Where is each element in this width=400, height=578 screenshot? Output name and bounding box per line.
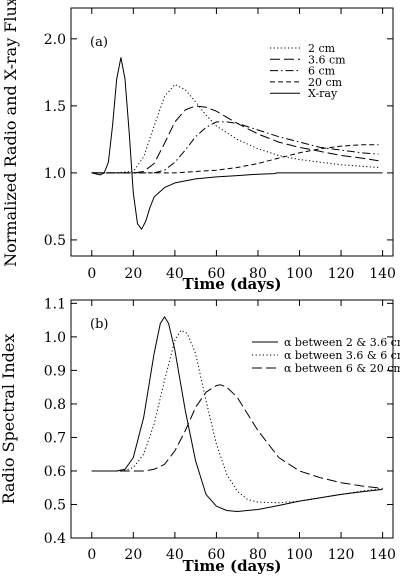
y-axis-title: Normalized Radio and X-ray Flux [1, 0, 20, 267]
series-line [91, 105, 379, 174]
x-tick-label: 140 [369, 266, 396, 282]
series-line [91, 316, 383, 512]
y-tick-label: 0.8 [44, 397, 66, 413]
x-tick-label: 100 [286, 266, 313, 282]
x-tick-label: 0 [87, 547, 96, 563]
y-tick-label: 1.1 [44, 296, 66, 312]
panel-label: (a) [90, 35, 108, 50]
y-tick-label: 0.6 [44, 464, 66, 480]
y-tick-label: 1.0 [44, 166, 66, 182]
plot-frame [70, 299, 394, 539]
series-line [91, 121, 379, 174]
legend-label: 2 cm [308, 42, 336, 55]
y-tick-label: 2.0 [44, 32, 66, 48]
x-tick-label: 80 [249, 266, 267, 282]
legend-label: 3.6 cm [308, 53, 346, 66]
y-tick-label: 1.0 [44, 330, 66, 346]
panel-label: (b) [90, 317, 108, 332]
x-tick-label: 60 [208, 266, 226, 282]
legend-label: 6 cm [308, 65, 336, 78]
y-tick-label: 0.9 [44, 363, 66, 379]
y-tick-label: 0.7 [44, 430, 66, 446]
panel-b: 0 20 40 60 80 100 120 140 0.4 0.5 0.6 0.7 0.8 0.9 1.0 1… [0, 296, 400, 575]
y-tick-label: 1.5 [44, 99, 66, 115]
x-tick-label: 80 [249, 547, 267, 563]
legend-label: α between 2 & 3.6 cm [284, 336, 400, 349]
y-axis-title: Radio Spectral Index [0, 334, 18, 505]
series-line [91, 83, 379, 174]
x-tick-label: 20 [124, 266, 142, 282]
y-tick-label: 0.4 [44, 531, 66, 547]
x-tick-label: 0 [87, 266, 96, 282]
x-tick-label: 20 [124, 547, 142, 563]
panel-a: 0 20 40 60 80 100 120 140 0.5 1.0 1.5 2.0 Normalized… [1, 0, 396, 293]
x-tick-label: 120 [328, 266, 355, 282]
x-axis-title: Time (days) [182, 557, 281, 575]
x-tick-label: 120 [328, 547, 355, 563]
series-line [91, 329, 383, 504]
x-tick-label: 40 [166, 547, 184, 563]
y-tick-label: 0.5 [44, 233, 66, 249]
plot-frame [70, 7, 394, 257]
series-line [91, 57, 383, 230]
legend-label: α between 6 & 20 cm [284, 362, 400, 375]
x-axis-title: Time (days) [182, 275, 281, 293]
legend-label: X-ray [308, 87, 338, 100]
series-line [91, 144, 379, 174]
y-tick-label: 0.5 [44, 497, 66, 513]
x-tick-label: 100 [286, 547, 313, 563]
legend-label: α between 3.6 & 6 cm [284, 349, 400, 362]
series-line [91, 384, 383, 489]
x-tick-label: 140 [369, 547, 396, 563]
legend-label: 20 cm [308, 76, 343, 89]
x-tick-label: 60 [208, 547, 226, 563]
x-tick-label: 40 [166, 266, 184, 282]
